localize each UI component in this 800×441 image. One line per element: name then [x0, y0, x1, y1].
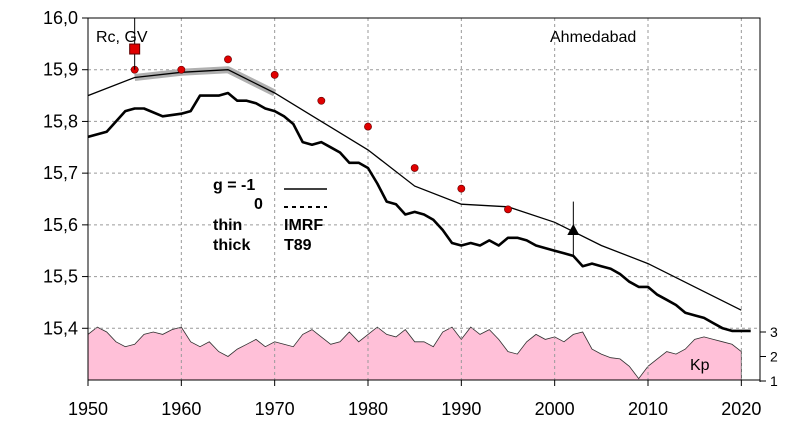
axis-layer: 15,4 15,5 15,6 15,7 15,8 15,9 16,0 1950 1960 1970…: [43, 8, 778, 419]
chart-title: Ahmedabad: [550, 29, 636, 46]
t89-thick-line: [88, 91, 751, 333]
y-tick-label: 15,9: [43, 60, 78, 80]
y-tick-label: 15,8: [43, 111, 78, 131]
legend-t89-label: T89: [284, 237, 312, 254]
observation-dot: [410, 164, 419, 172]
y-tick-label: 15,4: [43, 318, 78, 338]
observation-dot: [270, 70, 279, 79]
observation-dot: [504, 205, 512, 214]
kp-tick-label: 1: [770, 373, 778, 389]
highlight-square-marker: [129, 43, 141, 55]
y-tick-label: 16,0: [43, 8, 78, 28]
y-tick-label: 15,5: [43, 267, 78, 287]
legend-imrf-label: IMRF: [284, 217, 323, 234]
x-tick-label: 2000: [535, 399, 575, 419]
legend-zero-label: 0: [254, 196, 263, 213]
chart-legend: g = -1 0 thin IMRF thick T89: [213, 177, 327, 254]
x-tick-label: 2020: [721, 399, 761, 419]
kp-area-layer: [88, 326, 742, 380]
y-axis-label: Rc, GV: [96, 29, 148, 46]
kp-tick-label: 3: [770, 324, 778, 340]
kp-axis-label: Kp: [690, 357, 710, 374]
y-tick-label: 15,7: [43, 163, 78, 183]
x-tick-label: 1990: [441, 399, 481, 419]
x-tick-label: 1980: [348, 399, 388, 419]
x-tick-label: 1960: [161, 399, 201, 419]
observation-dot: [364, 122, 372, 131]
legend-thick-label: thick: [213, 237, 250, 254]
series-layer: [88, 66, 751, 333]
plot-frame: [87, 17, 761, 381]
observation-dot: [317, 96, 326, 105]
triangle-marker: [567, 224, 580, 236]
legend-thin-label: thin: [213, 217, 242, 234]
imrf-thin-line: [88, 69, 742, 311]
x-tick-label: 2010: [628, 399, 668, 419]
marker-layer: [129, 18, 580, 256]
kp-area: [88, 326, 742, 380]
observation-dot: [457, 184, 466, 193]
legend-g-label: g = -1: [213, 177, 255, 194]
y-tick-label: 15,6: [43, 215, 78, 235]
kp-tick-label: 2: [770, 349, 778, 365]
x-tick-label: 1970: [255, 399, 295, 419]
observation-dot: [224, 55, 232, 64]
observation-dot: [177, 65, 186, 74]
x-tick-label: 1950: [68, 399, 108, 419]
